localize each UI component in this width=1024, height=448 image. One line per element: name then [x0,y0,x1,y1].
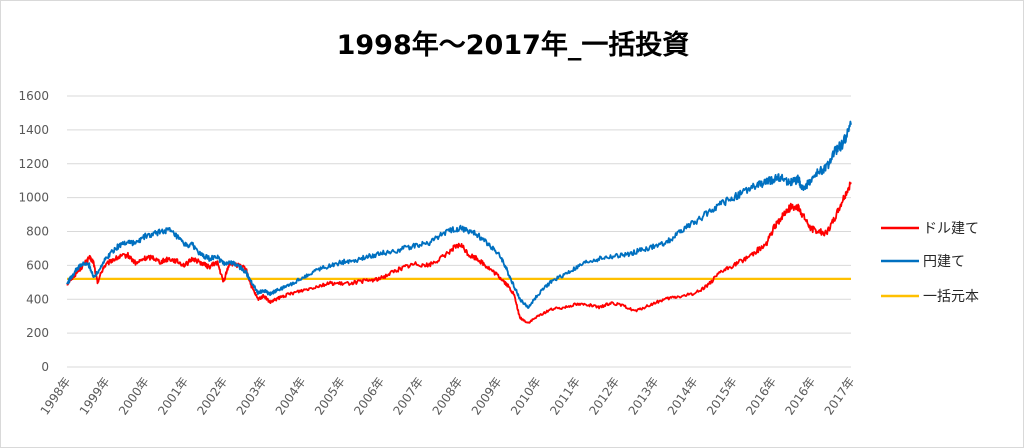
y-tick-label-4: 800 [26,225,49,239]
y-tick-label-6: 1200 [18,157,49,171]
x-tick-label-11: 2009年 [469,375,505,418]
legend-label-principal: 一括元本 [923,289,979,305]
y-tick-label-7: 1400 [18,123,49,137]
x-tick-label-14: 2012年 [586,375,622,418]
x-tick-label-16: 2014年 [665,375,701,418]
x-tick-label-13: 2011年 [547,375,583,418]
x-tick-label-3: 2001年 [155,375,191,418]
y-tick-label-8: 1600 [18,89,49,103]
x-tick-label-6: 2004年 [273,375,309,418]
x-tick-label-1: 1999年 [77,375,113,418]
x-tick-label-8: 2006年 [351,375,387,418]
y-tick-label-1: 200 [26,326,49,340]
y-tick-label-0: 0 [41,360,49,374]
x-tick-label-17: 2015年 [704,375,740,418]
series-line-yen [66,120,852,310]
x-tick-label-19: 2016年 [782,375,818,418]
series-line-dollar [66,181,852,324]
x-tick-label-12: 2010年 [508,375,544,418]
x-axis-ticks: 1998年 1999年 2000年 2001年 2002年 2003年 2004年 2005年… [38,375,858,418]
x-tick-label-4: 2002年 [194,375,230,418]
y-tick-label-5: 1000 [18,191,49,205]
x-tick-label-0: 1998年 [38,375,74,418]
chart-title: 1998年～2017年_一括投資 [337,29,690,61]
x-tick-label-5: 2003年 [234,375,270,418]
legend-label-dollar: ドル建て [923,221,979,237]
x-tick-label-20: 2017年 [822,375,858,418]
x-tick-label-10: 2008年 [430,375,466,418]
y-tick-label-2: 400 [26,292,49,306]
x-tick-label-7: 2005年 [312,375,348,418]
legend-label-yen: 円建て [923,254,965,270]
x-tick-label-9: 2007年 [390,375,426,418]
x-tick-label-15: 2013年 [626,375,662,418]
x-tick-label-2: 2000年 [116,375,152,418]
x-tick-label-18: 2016年 [743,375,779,418]
y-tick-label-3: 600 [26,258,49,272]
y-axis-ticks: 0 200 400 600 800 1000 1200 1400 1600 [18,89,49,374]
plot-series [66,120,852,324]
